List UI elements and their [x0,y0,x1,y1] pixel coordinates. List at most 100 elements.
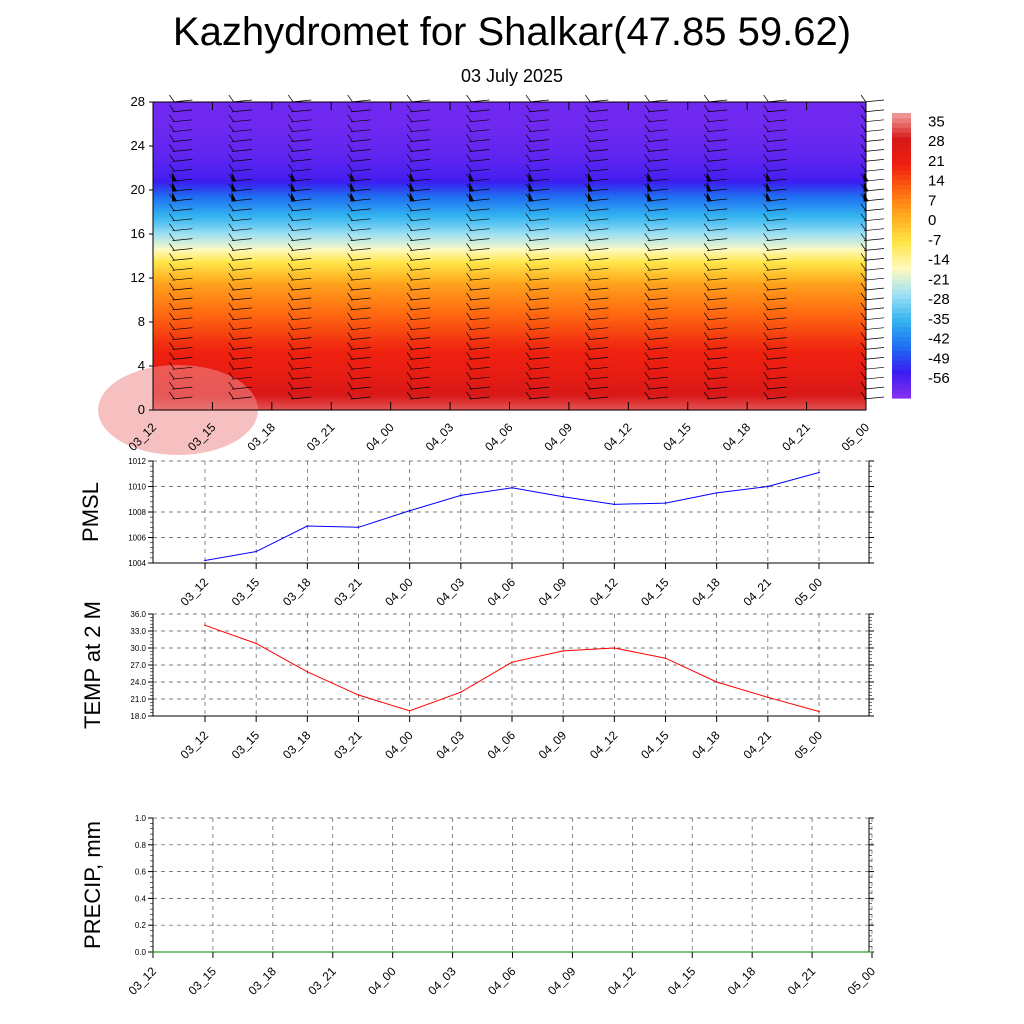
wind-barb [172,396,193,400]
wind-barb-feather [585,362,591,370]
wind-barb [863,297,885,301]
wind-barb-pennant [290,182,296,192]
temperature-band [153,168,866,171]
wind-barb [766,228,787,232]
colorbar-segment [892,113,911,119]
wind-barb [291,267,312,271]
wind-barb [410,396,431,400]
wind-barb-feather [585,104,591,113]
y-tick-label: 4 [138,358,145,373]
wind-barb-feather [169,233,175,241]
wind-barb-feather [860,362,867,370]
wind-barb-pennant [409,182,415,192]
wind-barb-feather [644,233,651,241]
wind-barb [231,287,252,291]
wind-barb-feather [860,263,867,271]
wind-barb [410,287,431,291]
temperature-band [153,163,866,167]
wind-barb-feather [525,134,532,142]
temperature-band [153,185,866,189]
wind-barb [588,347,609,350]
wind-barb [588,228,609,232]
wind-barb-pennant [350,173,356,182]
colorbar-segment [892,364,911,371]
wind-barb [172,347,193,350]
x-tick-label: 03_21 [331,728,365,762]
wind-barb-feather [525,391,532,400]
wind-barb [410,139,431,142]
temperature-band [153,346,866,349]
wind-barb [863,287,885,291]
wind-barb [766,168,787,172]
temperature-band [153,132,866,136]
wind-barb-feather [406,94,413,103]
data-point [811,951,813,953]
temperature-band [153,368,866,371]
wind-barb-feather [525,223,532,231]
temperature-band [153,350,866,354]
y-tick-label: 33.0 [130,627,146,636]
wind-barb-feather [406,213,413,222]
colorbar-segment [892,307,911,314]
data-point [357,694,360,696]
wind-barb [588,277,609,281]
wind-barb [766,386,787,390]
colorbar-segment [892,231,911,238]
x-tick-label: 04_03 [423,420,457,454]
wind-barb-feather [169,104,175,113]
wind-barb [172,139,193,142]
temperature-band [153,251,866,255]
colorbar-segment [892,208,911,214]
wind-barb-feather [525,164,532,172]
wind-barb-feather [466,263,472,271]
wind-barb-feather [763,164,769,172]
wind-barb-feather [703,94,710,103]
colorbar-segment [892,388,911,394]
wind-barb-feather [466,94,472,103]
wind-barb-feather [347,312,353,321]
wind-barb [350,109,371,113]
wind-barb-feather [860,203,867,212]
wind-barb-feather [525,243,532,251]
wind-barb [231,149,252,152]
wind-barb [469,366,490,370]
wind-barb [231,366,252,370]
wind-barb-feather [525,263,532,271]
wind-barb [410,109,431,113]
wind-barb [588,119,609,123]
temperature-band [153,150,866,154]
wind-barb [707,109,728,113]
wind-barb [172,109,193,113]
temperature-band [153,152,866,156]
data-point [511,951,514,953]
wind-barb-feather [347,134,353,142]
wind-barb-pennant [469,192,475,202]
data-point [408,509,411,512]
wind-barb-feather [585,282,591,291]
x-tick-label: 03_15 [229,575,263,609]
colorbar-segment [892,189,911,195]
wind-barb [647,307,668,311]
wind-barb [350,208,371,212]
wind-barb-feather [228,233,235,241]
data-point [357,526,360,529]
colorbar-label: 21 [928,153,945,170]
wind-barb-feather [228,322,235,330]
wind-barb-feather [703,114,710,123]
wind-barb-feather [860,332,867,340]
wind-barb-feather [228,243,235,251]
y-tick-label: 18.0 [130,712,146,721]
colorbar-label: -49 [928,350,950,367]
wind-barb-feather [406,104,413,113]
wind-barb-feather [860,164,867,172]
wind-barb [410,317,431,321]
wind-barb-feather [169,154,175,162]
temperature-band [153,306,866,310]
colorbar-segment [892,136,911,143]
wind-barb [707,337,728,340]
data-point [511,486,513,489]
wind-barb-feather [406,263,413,271]
temperature-band [153,214,866,217]
wind-barb-pennant [290,173,296,182]
data-point [272,951,274,953]
